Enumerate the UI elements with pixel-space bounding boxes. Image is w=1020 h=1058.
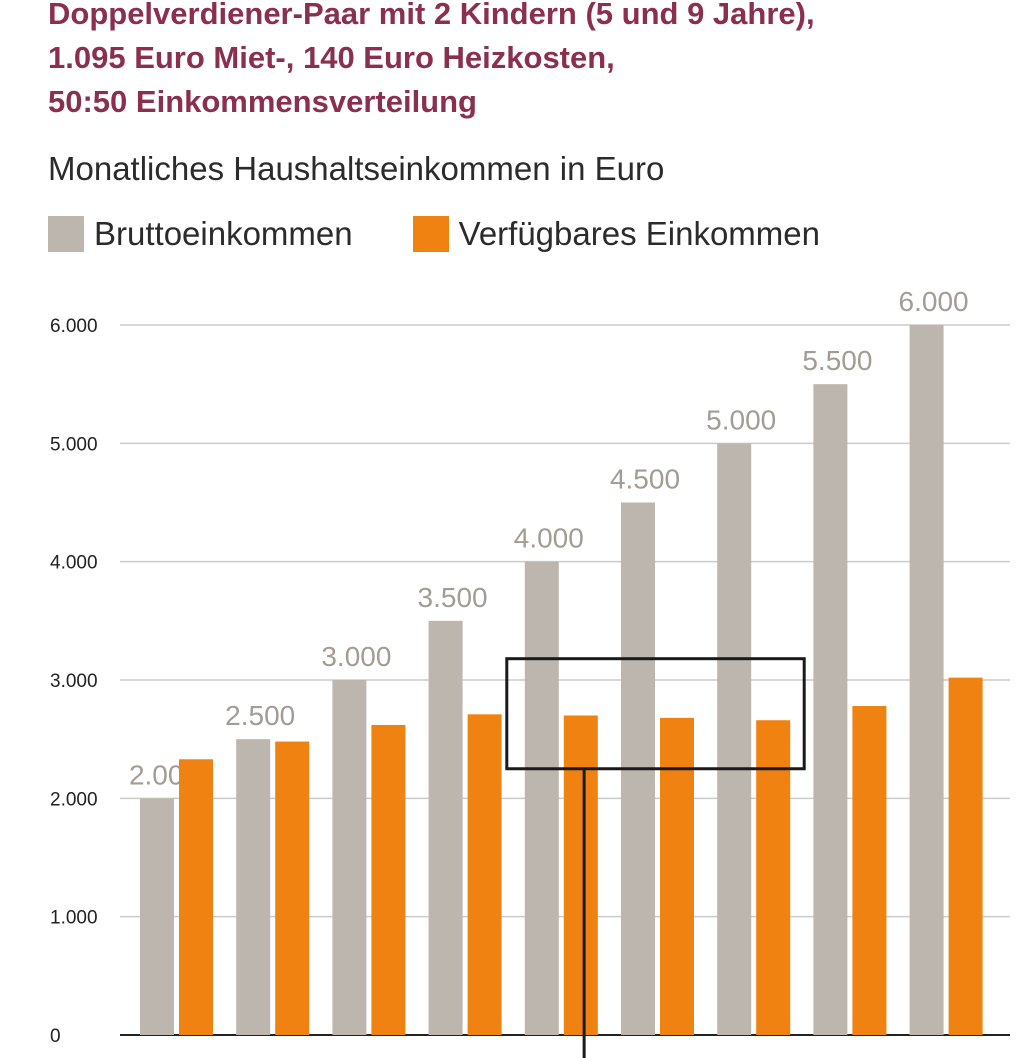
y-tick-label: 0 [50, 1026, 61, 1047]
bar-brutto [236, 739, 271, 1035]
y-tick-label: 1.000 [50, 908, 98, 929]
title-line-1: Doppelverdiener-Paar mit 2 Kindern (5 un… [48, 0, 815, 31]
legend-swatch-brutto [48, 216, 84, 252]
bar-brutto [813, 384, 848, 1036]
legend: Bruttoeinkommen Verfügbares Einkommen [48, 212, 820, 256]
legend-item-brutto: Bruttoeinkommen [48, 215, 353, 253]
data-label-brutto: 2.500 [225, 700, 295, 731]
bar-verfuegbar [852, 706, 887, 1035]
y-tick-label: 6.000 [50, 316, 98, 337]
bar-verfuegbar [660, 717, 694, 1035]
bar-verfuegbar [948, 677, 983, 1035]
bar-verfuegbar [275, 741, 310, 1035]
bar-verfuegbar [467, 714, 502, 1035]
legend-item-verfuegbar: Verfügbares Einkommen [412, 215, 820, 253]
bar-verfuegbar [371, 724, 406, 1035]
data-label-brutto: 5.500 [802, 345, 872, 376]
legend-swatch-verfuegbar [412, 216, 449, 252]
y-tick-label: 2.000 [50, 789, 98, 810]
bar-verfuegbar [756, 720, 791, 1035]
title-line-3: 50:50 Einkommensverteilung [48, 84, 477, 119]
bar-verfuegbar [179, 759, 213, 1035]
bar-verfuegbar [563, 715, 598, 1035]
data-label-brutto: 4.500 [610, 464, 680, 495]
legend-label-verfuegbar: Verfügbares Einkommen [458, 215, 820, 252]
data-label-brutto: 5.000 [706, 404, 776, 435]
chart-title: Doppelverdiener-Paar mit 2 Kindern (5 un… [48, 0, 1008, 124]
y-tick-label: 4.000 [50, 553, 98, 574]
y-tick-label: 3.000 [50, 671, 98, 692]
title-line-2: 1.095 Euro Miet-, 140 Euro Heizkosten, [48, 40, 615, 75]
bar-brutto [428, 620, 463, 1035]
bar-brutto [909, 325, 944, 1035]
data-label-brutto: 4.000 [514, 523, 584, 554]
bar-brutto [332, 680, 367, 1035]
data-label-brutto: 3.000 [321, 641, 391, 672]
data-label-brutto: 3.500 [418, 582, 488, 613]
data-label-brutto: 6.000 [899, 286, 969, 317]
y-tick-label: 5.000 [50, 434, 98, 455]
annotation-box [505, 657, 806, 771]
bar-brutto [140, 798, 174, 1035]
bar-brutto [717, 443, 752, 1035]
bar-brutto [524, 561, 559, 1035]
chart-subtitle: Monatliches Haushaltseinkommen in Euro [48, 150, 665, 187]
legend-label-brutto: Bruttoeinkommen [94, 215, 353, 252]
